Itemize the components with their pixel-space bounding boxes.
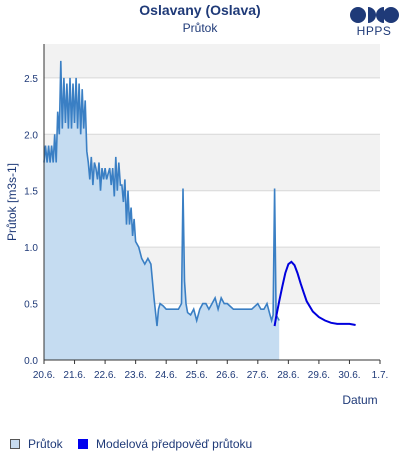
- legend-swatch-observed: [10, 439, 20, 449]
- legend-label-model: Modelová předpověď průtoku: [96, 437, 253, 451]
- x-tick-label: 1.7.: [372, 370, 389, 381]
- x-tick-label: 29.6.: [308, 370, 330, 381]
- y-tick-label: 1.5: [24, 187, 38, 198]
- y-axis-label: Průtok [m3s-1]: [5, 163, 19, 241]
- y-tick-label: 2.5: [24, 74, 38, 85]
- y-tick-label: 0.5: [24, 300, 38, 311]
- y-tick-label: 0.0: [24, 356, 38, 367]
- legend-item-model[interactable]: Modelová předpověď průtoku: [78, 437, 252, 451]
- x-tick-label: 22.6.: [94, 370, 116, 381]
- x-tick-label: 28.6.: [277, 370, 299, 381]
- x-tick-label: 24.6.: [155, 370, 177, 381]
- x-tick-label: 26.6.: [216, 370, 238, 381]
- x-tick-label: 20.6.: [33, 370, 55, 381]
- logo-text: HPPS: [356, 24, 392, 38]
- x-tick-label: 30.6.: [338, 370, 360, 381]
- x-axis-label: Datum: [342, 393, 377, 407]
- observed-line: [43, 60, 280, 327]
- legend-item-observed[interactable]: Průtok: [10, 437, 63, 451]
- x-tick-label: 23.6.: [125, 370, 147, 381]
- y-tick-label: 1.0: [24, 243, 38, 254]
- legend-label-observed: Průtok: [28, 437, 63, 451]
- model-line: [273, 260, 356, 327]
- x-tick-label: 27.6.: [247, 370, 269, 381]
- legend: Průtok Modelová předpověď průtoku: [10, 437, 264, 453]
- x-tick-label: 21.6.: [63, 370, 85, 381]
- grid-band: [44, 44, 380, 78]
- x-tick-label: 25.6.: [186, 370, 208, 381]
- flow-chart: 0.0 0.5 1.0 1.5 2.0 2.5 20.6. 21.6. 22.6. 23.6. 24…: [5, 44, 389, 407]
- hpps-logo-icon: [350, 7, 399, 23]
- chart-title: Oslavany (Oslava): [139, 2, 261, 18]
- legend-swatch-model: [78, 439, 89, 449]
- y-tick-label: 2.0: [24, 130, 38, 141]
- observed-area: [44, 60, 280, 361]
- chart-subtitle: Průtok: [182, 21, 218, 35]
